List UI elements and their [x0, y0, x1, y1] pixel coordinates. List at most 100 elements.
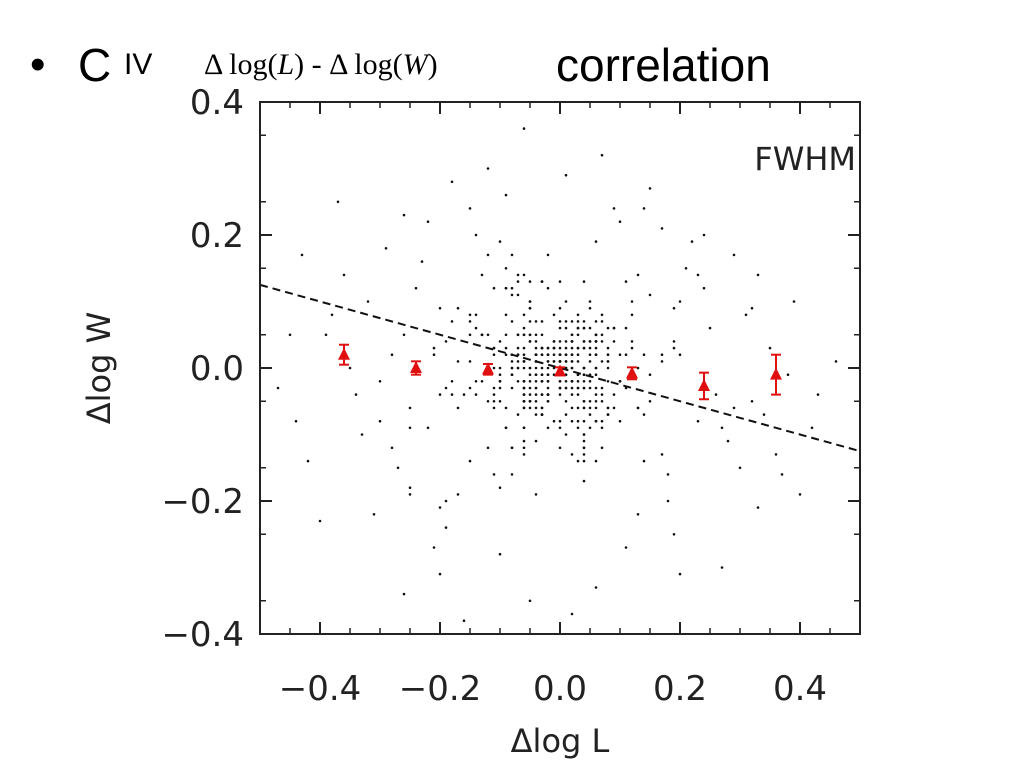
data-point: [582, 446, 586, 450]
data-point: [504, 346, 508, 350]
data-point: [606, 366, 610, 370]
data-point: [510, 286, 514, 290]
data-point: [630, 300, 634, 303]
data-point: [810, 426, 814, 430]
y-tick-label: 0.2: [190, 216, 244, 256]
data-point: [594, 366, 598, 370]
data-point: [678, 353, 682, 357]
data-point: [750, 306, 754, 310]
data-point: [546, 366, 550, 370]
data-point: [528, 300, 532, 303]
data-point: [558, 393, 562, 396]
data-point: [546, 400, 550, 403]
data-point: [498, 380, 502, 383]
data-point: [648, 293, 652, 297]
data-point: [588, 386, 592, 390]
data-point: [516, 360, 520, 363]
y-tick-label: −0.2: [161, 482, 244, 522]
data-point: [456, 360, 460, 363]
data-point: [486, 446, 490, 450]
data-point: [594, 353, 598, 357]
data-point: [606, 353, 610, 357]
data-point: [558, 280, 562, 283]
data-point: [540, 406, 544, 410]
data-point: [588, 346, 592, 350]
binned-mean-marker: [338, 347, 350, 360]
data-point: [432, 346, 436, 350]
data-point: [492, 400, 496, 403]
data-point: [408, 426, 412, 430]
data-point: [552, 353, 556, 357]
data-point: [774, 453, 778, 456]
data-point: [594, 393, 598, 396]
formula-variable: L: [277, 48, 295, 81]
data-point: [510, 320, 514, 323]
y-tick-label: 0.4: [190, 83, 244, 123]
data-point: [522, 446, 526, 450]
data-point: [558, 446, 562, 450]
x-axis-label: Δlog L: [511, 722, 610, 760]
data-point: [576, 393, 580, 396]
data-point: [468, 207, 472, 210]
data-point: [582, 366, 586, 370]
data-point: [570, 353, 574, 357]
data-point: [516, 380, 520, 383]
data-point: [582, 346, 586, 350]
panel-annotation: FWHM: [754, 140, 856, 178]
data-point: [582, 459, 586, 463]
data-point: [564, 386, 568, 390]
data-point: [606, 380, 610, 383]
data-point: [540, 346, 544, 350]
data-point: [456, 493, 460, 496]
data-point: [582, 400, 586, 403]
data-point: [762, 413, 766, 416]
data-point: [504, 406, 508, 410]
data-point: [570, 360, 574, 363]
data-point: [582, 380, 586, 383]
data-point: [438, 306, 442, 310]
data-point: [534, 353, 538, 357]
data-point: [534, 393, 538, 396]
data-point: [390, 446, 394, 450]
data-point: [534, 366, 538, 370]
data-point: [696, 419, 700, 423]
data-point: [330, 313, 334, 317]
data-point: [594, 586, 598, 589]
data-point: [564, 380, 568, 383]
data-point: [540, 380, 544, 383]
data-point: [564, 173, 568, 177]
data-point: [594, 240, 598, 243]
data-point: [522, 439, 526, 443]
data-point: [522, 400, 526, 403]
data-point: [564, 346, 568, 350]
data-point: [648, 400, 652, 403]
data-point: [534, 400, 538, 403]
data-point: [600, 313, 604, 317]
data-point: [414, 286, 418, 290]
data-point: [636, 406, 640, 410]
data-point: [582, 419, 586, 423]
data-point: [432, 353, 436, 357]
ion-stage: IV: [124, 48, 153, 81]
data-point: [528, 400, 532, 403]
data-point: [636, 366, 640, 370]
data-point: [618, 380, 622, 383]
data-point: [450, 380, 454, 383]
data-point: [594, 373, 598, 377]
data-point: [564, 320, 568, 323]
data-point: [606, 346, 610, 350]
data-point: [612, 406, 616, 410]
data-point: [402, 213, 406, 217]
data-point: [594, 346, 598, 350]
data-point: [642, 207, 646, 210]
data-point: [462, 619, 466, 622]
data-point: [612, 326, 616, 330]
data-point: [336, 200, 340, 204]
data-point: [618, 419, 622, 423]
data-point: [420, 260, 424, 263]
x-tick-label: 0.0: [533, 669, 587, 709]
data-point: [588, 380, 592, 383]
data-point: [534, 373, 538, 377]
data-point: [504, 353, 508, 357]
